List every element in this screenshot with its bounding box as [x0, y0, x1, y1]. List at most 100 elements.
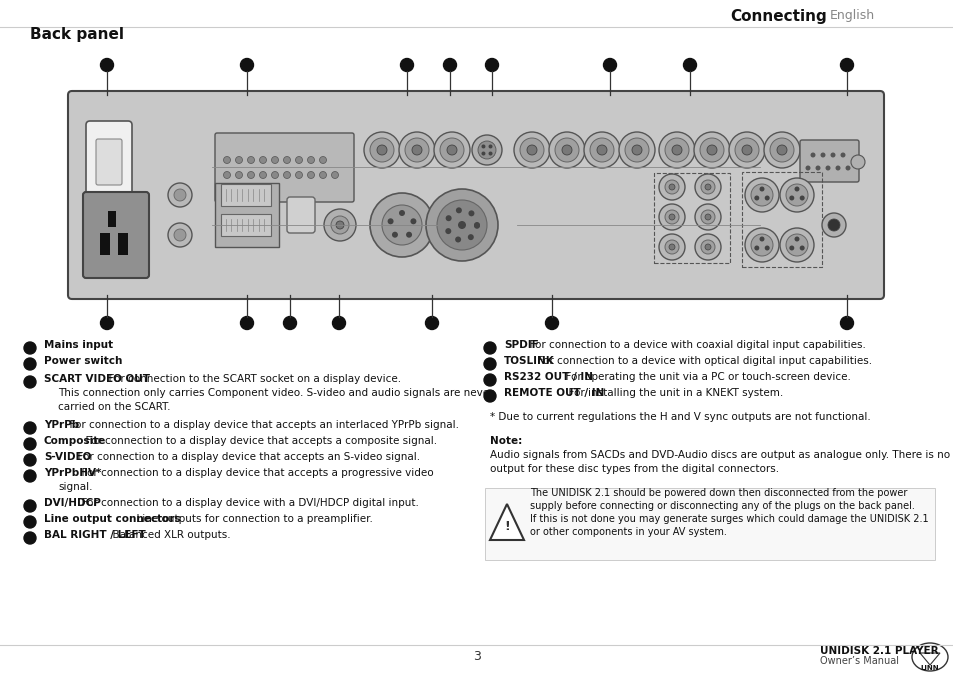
Circle shape [693, 132, 729, 168]
Text: RS232 OUT / IN: RS232 OUT / IN [503, 372, 593, 382]
Text: UNIDISK 2.1 PLAYER: UNIDISK 2.1 PLAYER [820, 646, 938, 656]
Circle shape [706, 145, 717, 155]
Circle shape [840, 59, 853, 72]
Circle shape [295, 157, 302, 163]
Circle shape [483, 358, 496, 370]
Circle shape [307, 157, 314, 163]
Circle shape [785, 234, 807, 256]
Circle shape [381, 205, 421, 245]
Circle shape [700, 180, 714, 194]
Bar [100, 233, 110, 255]
Text: Power switch: Power switch [44, 356, 122, 366]
Circle shape [659, 132, 695, 168]
Circle shape [583, 132, 619, 168]
Circle shape [514, 132, 550, 168]
Circle shape [659, 174, 684, 200]
Text: This connection only carries Component video. S-video and audio signals are neve: This connection only carries Component v… [58, 388, 493, 398]
Circle shape [319, 171, 326, 178]
Bar [108, 211, 116, 227]
Text: Line outputs for connection to a preamplifier.: Line outputs for connection to a preampl… [130, 514, 373, 524]
Circle shape [331, 171, 338, 178]
Text: signal.: signal. [58, 482, 92, 492]
Circle shape [668, 184, 675, 190]
Circle shape [24, 532, 36, 544]
Circle shape [405, 138, 429, 162]
Circle shape [376, 145, 387, 155]
Circle shape [734, 138, 759, 162]
Circle shape [664, 240, 679, 254]
Circle shape [835, 165, 840, 171]
FancyBboxPatch shape [287, 197, 314, 233]
Circle shape [295, 171, 302, 178]
FancyBboxPatch shape [96, 139, 122, 185]
Circle shape [799, 246, 803, 250]
Circle shape [247, 171, 254, 178]
Circle shape [631, 145, 641, 155]
Circle shape [776, 145, 786, 155]
Bar [741, 172, 821, 267]
Text: supply before connecting or disconnecting any of the plugs on the back panel.: supply before connecting or disconnectin… [530, 501, 914, 511]
Circle shape [780, 228, 813, 262]
Circle shape [597, 145, 606, 155]
Text: For connection to a display device that accepts an S-video signal.: For connection to a display device that … [71, 452, 420, 462]
Circle shape [24, 376, 36, 388]
Circle shape [744, 178, 779, 212]
Circle shape [830, 153, 835, 157]
Circle shape [840, 153, 844, 157]
Circle shape [324, 209, 355, 241]
Text: Note:: Note: [490, 436, 521, 446]
Circle shape [474, 223, 479, 229]
Circle shape [603, 59, 616, 72]
Text: REMOTE OUT / IN: REMOTE OUT / IN [503, 388, 604, 398]
Circle shape [283, 317, 296, 329]
Text: Connecting: Connecting [729, 9, 826, 24]
Circle shape [410, 218, 416, 224]
Circle shape [235, 157, 242, 163]
Text: S-VIDEO: S-VIDEO [44, 452, 91, 462]
Circle shape [704, 244, 710, 250]
Circle shape [804, 165, 810, 171]
Circle shape [824, 165, 830, 171]
Circle shape [370, 138, 394, 162]
Text: For installing the unit in a KNEKT system.: For installing the unit in a KNEKT syste… [562, 388, 783, 398]
Text: If this is not done you may generate surges which could damage the UNIDISK 2.1: If this is not done you may generate sur… [530, 514, 927, 524]
Circle shape [483, 374, 496, 386]
Circle shape [400, 59, 413, 72]
Circle shape [827, 219, 840, 231]
Circle shape [474, 222, 479, 228]
Circle shape [425, 317, 438, 329]
Circle shape [406, 232, 412, 238]
Circle shape [439, 138, 463, 162]
Circle shape [398, 210, 405, 216]
Circle shape [700, 240, 714, 254]
Circle shape [682, 59, 696, 72]
Circle shape [319, 157, 326, 163]
Circle shape [821, 213, 845, 237]
Circle shape [24, 438, 36, 450]
Text: Back panel: Back panel [30, 28, 124, 43]
Circle shape [240, 317, 253, 329]
Circle shape [785, 184, 807, 206]
Circle shape [844, 165, 850, 171]
Text: For connection to the SCART socket on a display device.: For connection to the SCART socket on a … [102, 374, 401, 384]
Text: or other components in your AV system.: or other components in your AV system. [530, 527, 726, 537]
Circle shape [173, 189, 186, 201]
Text: English: English [829, 9, 874, 22]
Circle shape [519, 138, 543, 162]
Circle shape [664, 210, 679, 224]
Circle shape [443, 59, 456, 72]
Circle shape [364, 132, 399, 168]
Text: For connection to a display device that accepts a composite signal.: For connection to a display device that … [79, 436, 436, 446]
Circle shape [668, 214, 675, 220]
Circle shape [700, 138, 723, 162]
Circle shape [664, 138, 688, 162]
Bar [484, 488, 934, 560]
Circle shape [468, 211, 474, 217]
Circle shape [223, 171, 231, 178]
Circle shape [259, 171, 266, 178]
FancyBboxPatch shape [83, 192, 149, 278]
Circle shape [24, 470, 36, 482]
Circle shape [456, 207, 461, 213]
Circle shape [333, 317, 345, 329]
Circle shape [561, 145, 572, 155]
